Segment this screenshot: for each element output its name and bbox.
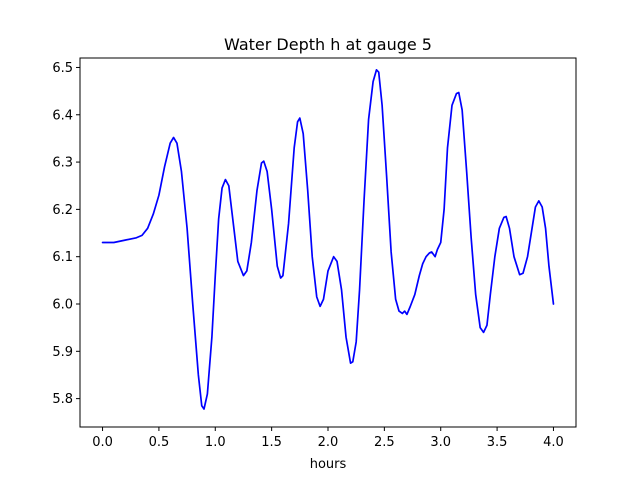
y-tick-label: 6.4 bbox=[52, 108, 73, 123]
x-tick-label: 3.5 bbox=[487, 435, 508, 450]
axis-ticks: 0.0 0.5 1.0 1.5 2.0 2.5 3.0 3.5 4.0 5.8 5.9 6.0 6.1 6… bbox=[52, 61, 563, 450]
x-tick-label: 4.0 bbox=[543, 435, 564, 450]
chart-title: Water Depth h at gauge 5 bbox=[224, 35, 432, 54]
x-tick-label: 1.0 bbox=[205, 435, 226, 450]
y-tick-label: 6.5 bbox=[52, 61, 73, 76]
plot-area bbox=[101, 68, 555, 410]
y-tick-label: 6.1 bbox=[52, 250, 73, 265]
y-tick-label: 6.3 bbox=[52, 156, 73, 171]
x-tick-label: 2.5 bbox=[374, 435, 395, 450]
x-tick-label: 2.0 bbox=[318, 435, 339, 450]
x-tick-label: 0.5 bbox=[149, 435, 170, 450]
y-tick-label: 5.9 bbox=[52, 345, 73, 360]
x-tick-label: 1.5 bbox=[261, 435, 282, 450]
plot-frame bbox=[79, 57, 577, 428]
x-tick-label: 3.0 bbox=[430, 435, 451, 450]
series-line bbox=[101, 68, 555, 410]
y-tick-label: 5.8 bbox=[52, 392, 73, 407]
y-tick-label: 6.2 bbox=[52, 203, 73, 218]
x-axis-label: hours bbox=[310, 457, 347, 472]
x-tick-label: 0.0 bbox=[92, 435, 113, 450]
y-tick-label: 6.0 bbox=[52, 298, 73, 313]
